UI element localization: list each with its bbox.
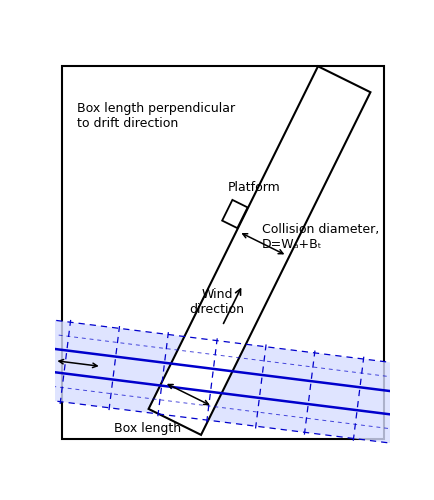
Polygon shape <box>35 319 406 444</box>
Text: Wind
direction: Wind direction <box>189 288 244 316</box>
Bar <box>222 200 247 228</box>
Text: Collision diameter,
D=Wₐ+Bₜ: Collision diameter, D=Wₐ+Bₜ <box>261 223 378 251</box>
Text: Box length perpendicular
to drift direction: Box length perpendicular to drift direct… <box>77 102 235 130</box>
Text: Platform: Platform <box>227 180 280 194</box>
Text: Box length: Box length <box>114 422 181 434</box>
Polygon shape <box>148 66 370 435</box>
